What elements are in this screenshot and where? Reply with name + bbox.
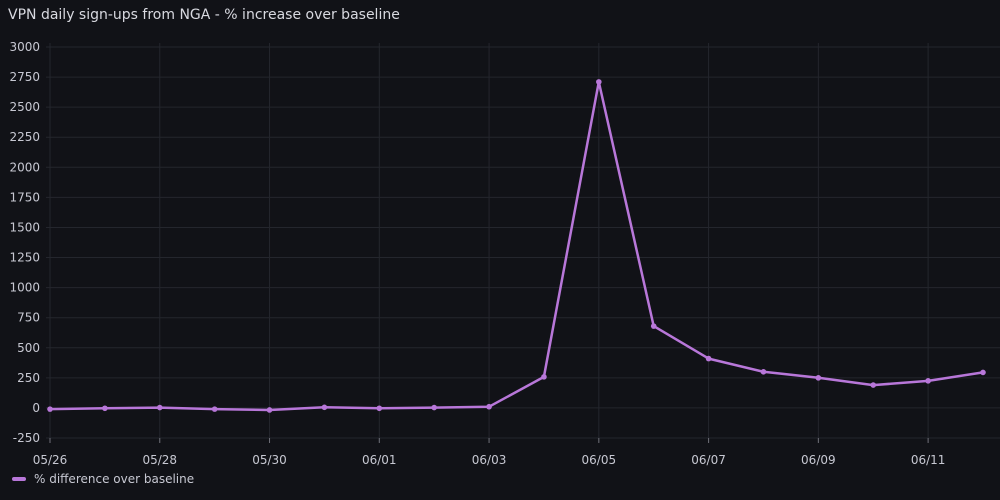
data-point — [925, 378, 931, 384]
data-point — [102, 405, 108, 412]
x-tick-label: 06/09 — [801, 453, 836, 467]
y-tick-label: 2500 — [9, 100, 40, 114]
y-tick-label: 3000 — [9, 40, 40, 54]
x-tick-label: 06/01 — [362, 453, 397, 467]
data-point — [156, 404, 163, 411]
y-tick-label: 1750 — [9, 190, 40, 204]
y-tick-label: 750 — [17, 311, 40, 325]
data-point — [321, 404, 328, 411]
x-tick-label: 06/03 — [472, 453, 507, 467]
y-tick-label: 1500 — [9, 220, 40, 234]
data-point — [47, 406, 53, 412]
data-point — [376, 405, 383, 412]
y-tick-label: 1250 — [9, 251, 40, 265]
data-point — [815, 375, 822, 381]
data-point — [266, 407, 273, 413]
y-tick-label: 2750 — [9, 70, 40, 84]
data-point — [431, 404, 437, 411]
data-point — [980, 369, 986, 376]
y-tick-label: 250 — [17, 371, 40, 385]
x-tick-label: 05/28 — [142, 453, 177, 467]
data-point — [760, 369, 767, 375]
data-point — [650, 323, 657, 329]
data-point — [211, 406, 218, 412]
series-line — [48, 80, 985, 412]
y-tick-label: 2250 — [9, 130, 40, 144]
y-tick-label: 0 — [32, 401, 40, 415]
x-tick-label: 06/07 — [691, 453, 726, 467]
y-tick-label: -250 — [13, 431, 40, 445]
x-tick-label: 05/26 — [33, 453, 68, 467]
data-point — [870, 382, 877, 388]
x-tick-label: 05/30 — [252, 453, 287, 467]
x-tick-label: 06/05 — [582, 453, 617, 467]
legend-series-label: % difference over baseline — [34, 472, 195, 486]
legend-series-swatch — [12, 477, 26, 481]
y-tick-label: 500 — [17, 341, 40, 355]
y-tick-label: 1000 — [9, 281, 40, 295]
data-point — [541, 374, 547, 380]
data-point — [486, 403, 492, 410]
x-tick-label: 06/11 — [911, 453, 946, 467]
data-point — [705, 355, 712, 362]
legend[interactable]: % difference over baseline — [12, 472, 194, 486]
data-point — [596, 79, 602, 85]
y-tick-label: 2000 — [9, 160, 40, 174]
chart-title: VPN daily sign-ups from NGA - % increase… — [8, 7, 400, 23]
